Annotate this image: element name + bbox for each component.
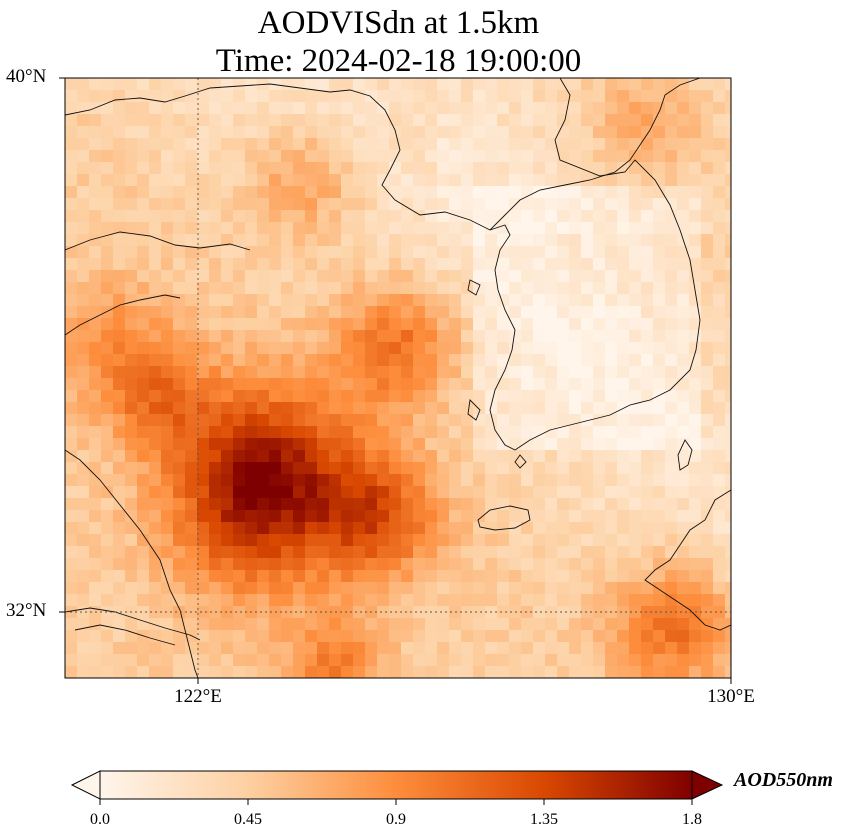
colorbar-tick-3: 1.35 [530, 811, 558, 828]
colorbar [70, 770, 724, 805]
lat-label-40n: 40°N [6, 66, 47, 87]
colorbar-label: AOD550nm [734, 769, 833, 791]
colorbar-tick-2: 0.9 [386, 811, 406, 828]
lat-label-32n: 32°N [6, 600, 47, 621]
coastlines [65, 78, 731, 678]
aod-field [65, 78, 731, 678]
lon-label-122e: 122°E [174, 686, 222, 707]
colorbar-extend-max [691, 770, 724, 800]
colorbar-tick-0: 0.0 [90, 811, 110, 828]
colorbar-gradient [99, 770, 693, 800]
title-line-1: AODVISdn at 1.5km [257, 5, 540, 41]
colorbar-tick-1: 0.45 [234, 811, 262, 828]
map-frame [64, 77, 732, 679]
title-line-2: Time: 2024-02-18 19:00:00 [215, 43, 582, 79]
lon-label-130e: 130°E [707, 686, 755, 707]
map-title: AODVISdn at 1.5km Time: 2024-02-18 19:00… [0, 4, 797, 80]
colorbar-extend-min [70, 770, 101, 800]
gridlines [65, 78, 731, 678]
colorbar-tick-4: 1.8 [682, 811, 702, 828]
